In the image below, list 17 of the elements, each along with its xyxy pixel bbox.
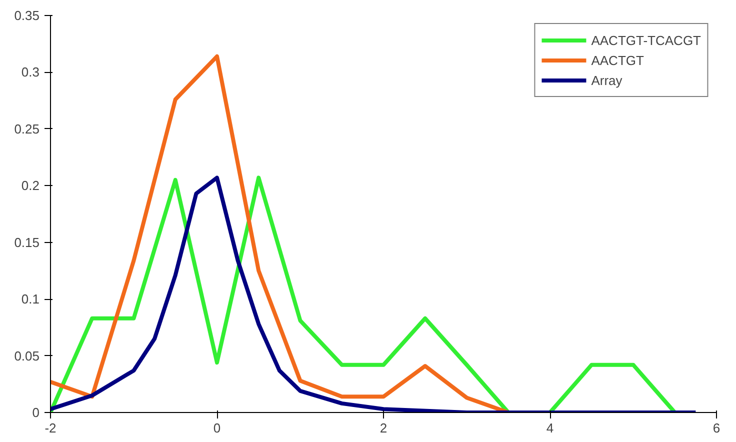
x-tick-label: 0 bbox=[213, 420, 221, 436]
y-tick-label: 0.25 bbox=[14, 121, 40, 136]
y-tick-label: 0.35 bbox=[14, 8, 40, 23]
x-tick-label: 2 bbox=[380, 420, 388, 436]
y-tick-label: 0.15 bbox=[14, 234, 40, 250]
legend-label: AACTGT-TCACGT bbox=[591, 32, 701, 48]
y-tick-label: 0.05 bbox=[14, 348, 40, 364]
legend-label: Array bbox=[591, 72, 622, 88]
x-tick-label: -2 bbox=[44, 420, 56, 436]
legend-label: AACTGT bbox=[591, 52, 644, 68]
y-tick-label: 0.3 bbox=[21, 64, 40, 80]
y-tick-label: 0.1 bbox=[21, 292, 40, 307]
y-tick-label: 0 bbox=[32, 405, 40, 420]
y-tick-label: 0.2 bbox=[21, 178, 40, 194]
x-tick-label: 4 bbox=[546, 420, 554, 436]
x-tick-label: 6 bbox=[712, 420, 720, 436]
line-series bbox=[50, 54, 510, 412]
